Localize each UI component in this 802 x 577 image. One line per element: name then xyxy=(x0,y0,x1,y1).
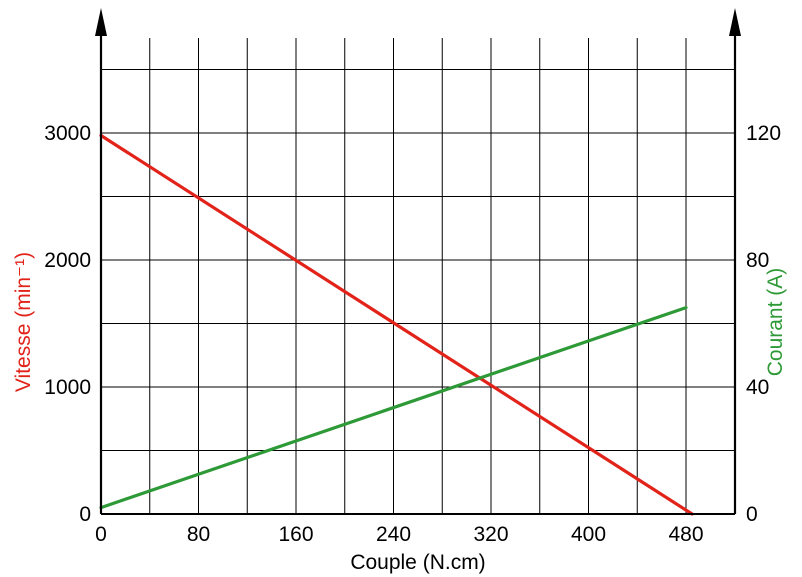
x-tick-label: 480 xyxy=(668,523,703,546)
right-y-tick-label: 40 xyxy=(746,376,769,399)
series-line-courant xyxy=(99,306,688,510)
x-tick-label: 240 xyxy=(376,523,411,546)
x-tick-label: 0 xyxy=(95,523,107,546)
left-y-tick-label: 0 xyxy=(79,503,91,526)
left-y-tick-label: 1000 xyxy=(44,376,91,399)
right-y-tick-label: 80 xyxy=(746,249,769,272)
series-layer xyxy=(99,133,694,516)
x-tick-label: 160 xyxy=(278,523,313,546)
x-tick-label: 320 xyxy=(473,523,508,546)
left-y-tick-label: 2000 xyxy=(44,249,91,272)
axes xyxy=(95,8,741,515)
left-y-axis-label: Vitesse (min⁻¹) xyxy=(12,252,35,392)
right-y-tick-label: 120 xyxy=(746,122,781,145)
right-y-axis-arrow xyxy=(729,8,741,36)
x-tick-label: 400 xyxy=(571,523,606,546)
x-tick-label: 80 xyxy=(187,523,210,546)
tick-labels: 0 80 160 240 320 400 480 0 1000 2000 3000 0 40 80 120 xyxy=(44,122,781,546)
left-y-axis-arrow xyxy=(95,8,107,36)
right-y-axis-label: Courant (A) xyxy=(764,268,787,377)
grid-lines xyxy=(101,38,735,514)
left-y-tick-label: 3000 xyxy=(44,122,91,145)
x-axis-label: Couple (N.cm) xyxy=(350,551,485,574)
series-line-vitesse xyxy=(99,133,694,516)
right-y-tick-label: 0 xyxy=(746,503,758,526)
